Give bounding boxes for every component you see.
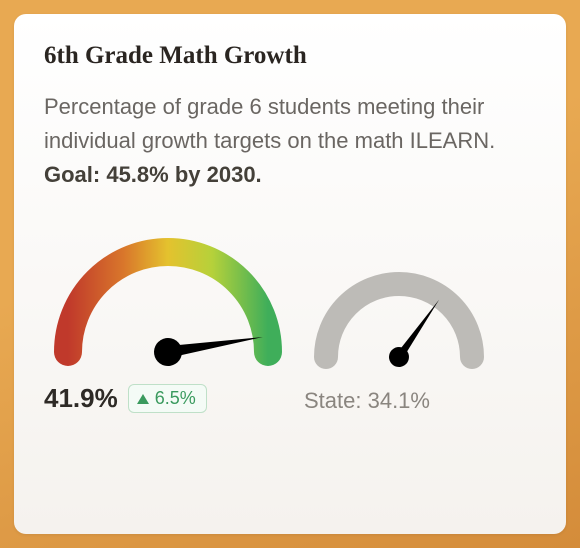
description-text: Percentage of grade 6 students meeting t… bbox=[44, 94, 495, 153]
state-gauge bbox=[304, 245, 494, 378]
main-gauge-block: 41.9% 6.5% bbox=[44, 212, 292, 414]
gauges-row: 41.9% 6.5% State: 34.1% bbox=[44, 212, 536, 414]
main-gauge-svg bbox=[44, 212, 292, 372]
metric-card: 6th Grade Math Growth Percentage of grad… bbox=[14, 14, 566, 534]
main-gauge-arc bbox=[68, 252, 268, 352]
card-description: Percentage of grade 6 students meeting t… bbox=[44, 90, 536, 192]
main-gauge-needle bbox=[152, 323, 265, 368]
main-value: 41.9% bbox=[44, 383, 118, 414]
caret-up-icon bbox=[137, 394, 149, 404]
state-gauge-arc bbox=[326, 284, 472, 357]
goal-text: Goal: 45.8% by 2030. bbox=[44, 162, 262, 187]
state-gauge-block: State: 34.1% bbox=[304, 245, 494, 414]
delta-badge: 6.5% bbox=[128, 384, 207, 413]
main-gauge bbox=[44, 212, 292, 377]
state-gauge-svg bbox=[304, 245, 494, 373]
state-label: State: 34.1% bbox=[304, 388, 494, 414]
main-value-row: 41.9% 6.5% bbox=[44, 383, 292, 414]
card-title: 6th Grade Math Growth bbox=[44, 42, 536, 70]
delta-value: 6.5% bbox=[155, 388, 196, 409]
